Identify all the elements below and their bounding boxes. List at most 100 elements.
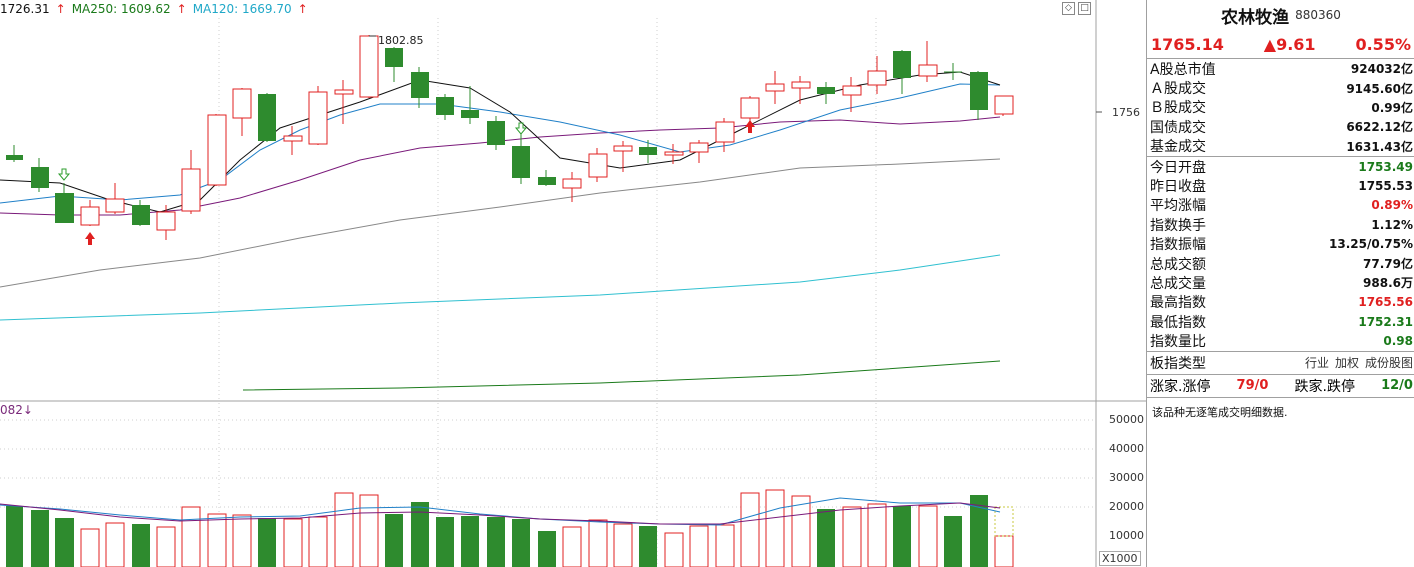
candle [588,148,608,182]
volume-bar [55,518,74,567]
volume-bar [639,526,657,567]
down-count-label: 跌家.跌停 [1294,378,1355,395]
index-row: 平均涨幅 0.89% [1150,198,1413,215]
price-change: ▲9.61 [1263,34,1316,54]
volume-bar [842,506,862,567]
type-option-weighted[interactable]: 加权 [1334,356,1359,371]
market-row: Ｂ股成交 0.99亿 [1150,100,1413,117]
market-row: Ａ股成交 9145.60亿 [1150,81,1413,98]
candle [765,71,785,104]
ma250-value: MA250: 1609.62 [71,2,171,16]
volume-bar [359,494,379,567]
candle [181,150,201,214]
ma-arrow-icon: ↑ [55,2,66,16]
volume-bar [308,516,328,567]
high-price-label: 1802.85 [378,34,424,47]
volume-ma-purple [0,502,1001,525]
candle [715,118,735,152]
index-type-row: 板指类型 行业 加权 成份股图 [1147,352,1414,375]
chart-toolbar: ◇ □ [1062,2,1091,15]
candle [689,140,709,163]
volume-label: 082↓ [0,403,33,417]
volume-bar [791,495,811,567]
market-row: 国债成交 6622.12亿 [1150,119,1413,136]
index-rows: 今日开盘 1753.49 昨日收盘 1755.53 平均涨幅 0.89% 指数换手 1.… [1147,157,1414,352]
last-price: 1765.14 [1151,34,1224,54]
market-rows: A股总市值 924032亿 Ａ股成交 9145.60亿 Ｂ股成交 0.99亿 国债成交… [1147,59,1414,157]
index-row: 总成交量 988.6万 [1150,276,1413,292]
volume-bar [613,523,633,567]
window-icon[interactable]: □ [1078,2,1091,15]
candle [664,144,684,164]
buy-signal-icon [745,120,755,133]
candle [893,50,911,94]
candle [359,35,379,98]
candle [791,76,811,104]
volume-bar [132,524,150,567]
candle [385,47,403,82]
candle [411,67,429,108]
limit-row: 涨家.涨停 79/0 跌家.跌停 12/0 [1147,375,1414,398]
volume-forecast-bar [994,506,1014,537]
candle [994,95,1014,116]
volume-bar [893,506,911,567]
index-row: 最低指数 1752.31 [1150,314,1413,331]
volume-bar [715,524,735,567]
ma-legend: 1726.31 ↑ MA250: 1609.62 ↑ MA120: 1669.7… [0,0,308,18]
sell-signal-icon [57,168,71,181]
index-row: 指数量比 0.98 [1150,334,1413,351]
type-option-industry[interactable]: 行业 [1304,356,1329,371]
volume-axis-tick: 50000 [1109,413,1144,426]
candle [31,158,49,192]
index-row: 最高指数 1765.56 [1150,295,1413,312]
ma-line-darkgreen [242,360,1001,391]
volume-bars [6,489,1014,567]
volume-axis-tick: 30000 [1109,471,1144,484]
volume-axis-tick: 20000 [1109,500,1144,513]
volume-bar [867,503,887,567]
index-row: 总成交额 77.79亿 [1150,256,1413,273]
type-option-constituents[interactable]: 成份股图 [1364,356,1413,371]
volume-bar [31,510,49,567]
index-row: 今日开盘 1753.49 [1150,159,1413,176]
volume-unit-button[interactable]: X1000 [1099,551,1141,566]
candle [842,77,862,112]
volume-bar [689,525,709,567]
candles [6,35,1014,240]
volume-bar [461,516,479,567]
candle [512,134,530,184]
volume-bar [664,532,684,567]
volume-bar [105,522,125,567]
diamond-icon[interactable]: ◇ [1062,2,1075,15]
quote-line: 1765.14 ▲9.61 0.55% [1147,30,1414,59]
volume-bar [80,528,100,567]
candle [562,172,582,202]
price-axis-label: 1756 [1112,106,1140,119]
volume-bar [538,531,556,567]
volume-bar [918,505,938,567]
candle [55,183,74,223]
ma-line-purple [0,116,1001,216]
volume-bar [562,526,582,567]
candle [817,82,835,104]
volume-bar [588,519,608,567]
candle [918,41,938,82]
up-count-label: 涨家.涨停 [1150,378,1211,395]
volume-bar [334,492,354,567]
candlestick-chart[interactable]: 1802.85 1756 [0,0,1146,567]
ma120-value: MA120: 1669.70 [192,2,292,16]
volume-bar [258,518,276,567]
buy-signal-icon [85,232,95,245]
candle [132,200,150,226]
candle [283,126,303,155]
candle [436,94,454,120]
volume-bar [512,519,530,567]
candle [970,71,988,120]
sell-signal-icon [514,122,528,135]
volume-bar [181,506,201,567]
index-code: 880360 [1295,8,1341,22]
candle [740,96,760,126]
ma-arrow-icon: ↑ [297,2,308,16]
down-count-value: 12/0 [1381,378,1413,394]
index-row: 指数换手 1.12% [1150,217,1413,234]
